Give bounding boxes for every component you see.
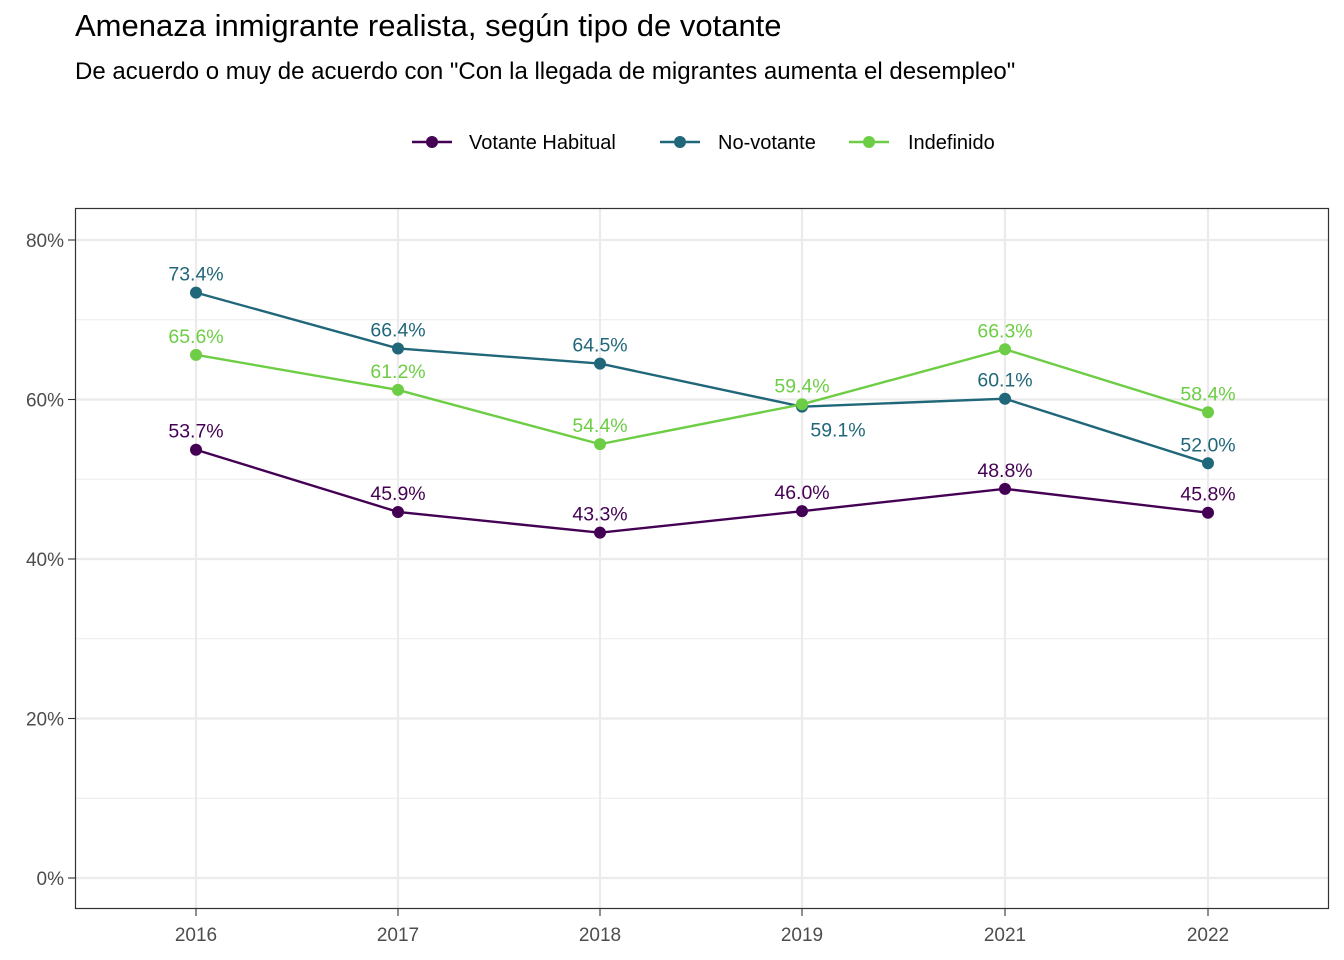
data-point bbox=[392, 505, 404, 518]
y-tick-label: 20% bbox=[26, 710, 64, 731]
data-label: 73.4% bbox=[168, 264, 223, 286]
grid-major bbox=[75, 208, 1329, 909]
x-tick-label: 2021 bbox=[984, 925, 1026, 946]
data-point bbox=[999, 343, 1011, 356]
y-axis: 0% 20% 40% 60% 80% bbox=[26, 231, 75, 890]
data-point bbox=[594, 526, 606, 539]
series-line bbox=[195, 448, 1209, 534]
data-label: 66.4% bbox=[370, 319, 425, 341]
x-tick-label: 2018 bbox=[579, 925, 621, 946]
data-label: 54.4% bbox=[572, 415, 627, 437]
series-line bbox=[195, 348, 1209, 446]
legend-item: Indefinido bbox=[849, 132, 995, 154]
data-label: 48.8% bbox=[977, 460, 1032, 482]
data-point bbox=[796, 398, 808, 411]
data-point bbox=[392, 342, 404, 355]
legend-label: Votante Habitual bbox=[469, 132, 616, 154]
y-tick-label: 60% bbox=[26, 391, 64, 412]
data-label: 52.0% bbox=[1180, 434, 1235, 456]
x-tick-label: 2019 bbox=[781, 925, 823, 946]
data-label: 45.8% bbox=[1180, 484, 1235, 506]
data-label: 46.0% bbox=[774, 482, 829, 504]
data-point bbox=[190, 348, 202, 361]
y-tick-label: 40% bbox=[26, 550, 64, 571]
legend-item: No-votante bbox=[660, 132, 816, 154]
chart-title: Amenaza inmigrante realista, según tipo … bbox=[75, 8, 782, 43]
data-point bbox=[796, 505, 808, 518]
legend-point bbox=[674, 136, 686, 148]
plot-border bbox=[74, 207, 1330, 910]
legend-point bbox=[863, 136, 875, 148]
data-label: 64.5% bbox=[572, 335, 627, 357]
data-label: 65.6% bbox=[168, 326, 223, 348]
data-label: 61.2% bbox=[370, 361, 425, 383]
series-lines bbox=[195, 291, 1209, 534]
legend-label: Indefinido bbox=[908, 132, 995, 154]
series-line bbox=[195, 291, 1209, 465]
series-labels: 53.7% 45.9% 43.3% 46.0% 48.8% 45.8% 73.4% 66.4%… bbox=[168, 264, 1235, 526]
data-label: 53.7% bbox=[168, 421, 223, 443]
data-label: 45.9% bbox=[370, 483, 425, 505]
data-point bbox=[999, 392, 1011, 405]
grid-minor bbox=[75, 319, 1329, 799]
legend-point bbox=[426, 136, 438, 148]
data-label: 43.3% bbox=[572, 504, 627, 526]
y-tick-label: 0% bbox=[37, 869, 65, 890]
y-tick-label: 80% bbox=[26, 231, 64, 252]
data-point bbox=[1202, 406, 1214, 419]
data-point bbox=[999, 482, 1011, 495]
x-axis: 2016 2017 2018 2019 2021 2022 bbox=[175, 909, 1229, 946]
data-point bbox=[594, 438, 606, 451]
data-label: 60.1% bbox=[977, 370, 1032, 392]
data-label: 66.3% bbox=[977, 320, 1032, 342]
chart-subtitle: De acuerdo o muy de acuerdo con "Con la … bbox=[75, 58, 1016, 85]
series-points bbox=[190, 286, 1214, 539]
x-tick-label: 2016 bbox=[175, 925, 217, 946]
data-label: 59.4% bbox=[774, 375, 829, 397]
data-point bbox=[594, 357, 606, 370]
data-point bbox=[190, 443, 202, 456]
legend-item: Votante Habitual bbox=[412, 132, 616, 154]
data-point bbox=[190, 286, 202, 299]
data-label: 59.1% bbox=[810, 420, 865, 442]
x-tick-label: 2022 bbox=[1187, 925, 1229, 946]
data-point bbox=[1202, 457, 1214, 470]
legend: Votante Habitual No-votante Indefinido bbox=[412, 132, 995, 154]
data-point bbox=[1202, 506, 1214, 519]
x-tick-label: 2017 bbox=[377, 925, 419, 946]
data-point bbox=[392, 383, 404, 396]
legend-label: No-votante bbox=[718, 132, 816, 154]
data-label: 58.4% bbox=[1180, 383, 1235, 405]
